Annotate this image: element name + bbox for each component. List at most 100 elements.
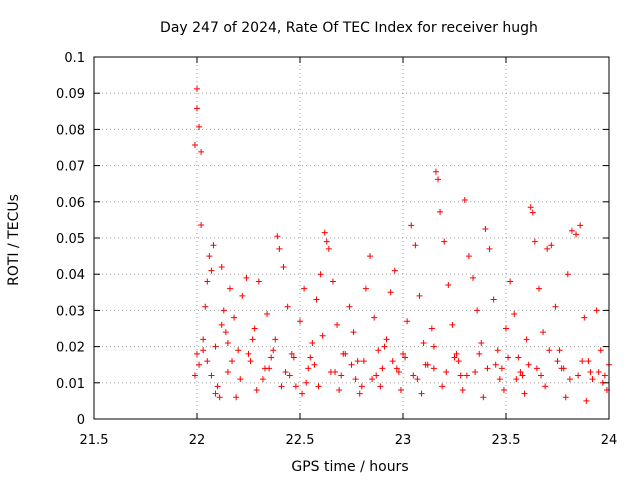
data-point [210,242,217,249]
data-point [439,383,446,390]
data-point [391,267,398,274]
data-point [323,238,330,245]
data-point [554,358,561,365]
data-point [412,242,419,249]
data-point [566,376,573,383]
data-point [200,347,207,354]
data-point [245,350,252,357]
data-point [196,361,203,368]
chart-title: Day 247 of 2024, Rate Of TEC Index for r… [160,20,538,36]
data-point [601,372,608,379]
data-point [212,390,219,397]
data-point [432,168,439,175]
data-point [282,368,289,375]
data-point [420,339,427,346]
data-point [503,325,509,332]
data-point [535,285,542,292]
data-point [251,325,258,332]
data-point [208,372,215,379]
data-point [239,292,246,299]
data-point [352,376,359,383]
data-point [445,282,452,289]
data-point [247,358,254,365]
data-point [280,263,287,270]
data-point [264,311,271,318]
data-point [482,225,489,232]
data-point [266,365,273,372]
data-point [513,376,520,383]
data-point [338,372,345,379]
data-point [404,318,411,325]
data-point [449,321,456,328]
data-point [208,267,215,274]
data-point [218,263,225,270]
data-point [484,365,491,372]
x-tick-label: 23.5 [492,433,521,448]
data-point [194,105,200,112]
data-point [346,303,353,310]
data-point [381,343,388,350]
data-point [542,383,549,390]
data-point [229,358,236,365]
data-point [224,339,231,346]
x-tick-label: 24 [601,433,618,448]
data-point [379,365,386,372]
data-point [301,285,308,292]
data-point [546,347,553,354]
data-point [548,242,555,249]
data-point [255,278,262,285]
data-point [292,383,299,390]
data-point [568,227,575,234]
data-point [371,314,378,321]
data-point [552,303,559,310]
data-point [270,347,277,354]
data-point [194,85,200,92]
data-point [455,358,462,365]
data-point [494,347,501,354]
data-point [589,376,596,383]
data-point [529,209,536,216]
data-point [191,141,198,148]
data-point [500,387,507,394]
data-point [299,390,306,397]
data-point [274,233,281,240]
axis-ticks: 0 0.01 0.02 0.03 0.04 0.05 0.06 0.07 0.08 0.09 0.1… [56,51,617,448]
data-point [400,350,406,357]
data-point [389,358,396,365]
data-point [476,350,483,357]
data-point [196,123,203,130]
data-point [216,394,223,401]
data-point [367,253,374,260]
data-point [214,383,221,390]
data-point [198,221,205,228]
data-point [593,307,600,314]
data-point [360,358,367,365]
data-point [297,318,303,325]
data-point [369,376,376,383]
data-point [348,361,355,368]
data-point [515,354,522,361]
x-tick-label: 21.5 [80,433,109,448]
data-point [393,365,400,372]
x-tick-label: 22 [189,433,206,448]
y-tick-label: 0.07 [56,160,85,175]
data-point [507,278,514,285]
data-point [327,368,334,375]
data-point [556,347,563,354]
data-point [428,325,435,332]
data-point [377,383,384,390]
data-point [194,350,200,357]
data-point [243,274,250,281]
data-point [437,208,444,215]
data-point [533,365,540,372]
data-point [478,339,485,346]
data-point [430,343,437,350]
data-point [498,365,505,372]
data-point [457,372,464,379]
data-point [558,365,565,372]
data-point [544,245,551,252]
data-point [525,361,532,368]
data-point [540,329,547,336]
